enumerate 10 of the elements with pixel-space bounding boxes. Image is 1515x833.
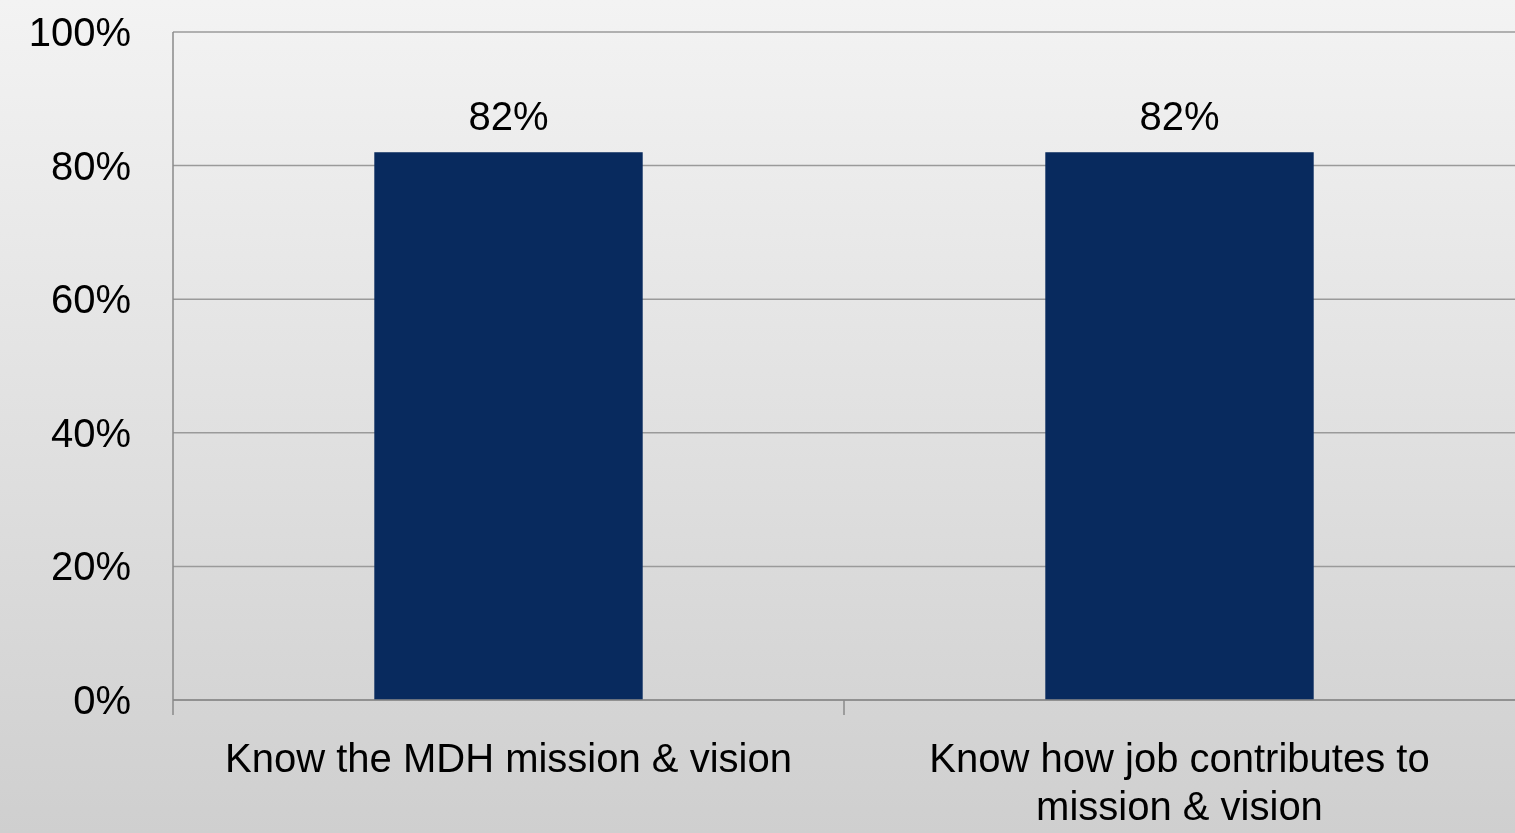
y-tick-label: 20%	[50, 544, 131, 589]
y-tick-label: 60%	[50, 277, 131, 322]
x-tick-label: Know how job contributes to mission & vision	[929, 736, 1430, 828]
y-tick-label: 0%	[73, 678, 131, 722]
x-tick-label: Know the MDH mission & vision	[225, 736, 792, 780]
data-label: 82%	[1139, 94, 1220, 139]
y-tick-label: 40%	[50, 410, 131, 455]
y-tick-label: 80%	[50, 143, 131, 188]
y-tick-label: 100%	[28, 10, 131, 54]
data-label: 82%	[468, 94, 549, 139]
